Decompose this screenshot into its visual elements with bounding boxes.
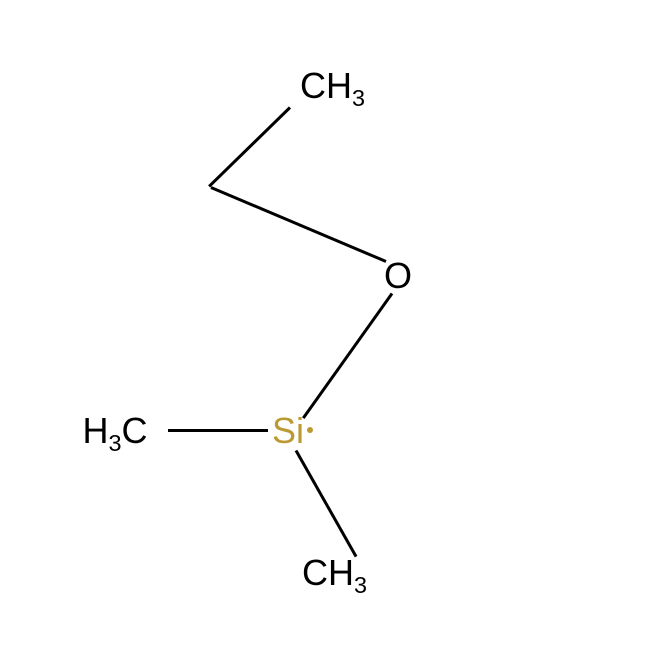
bond-2 (302, 292, 393, 419)
atom-o: O (384, 255, 412, 297)
bond-4 (295, 449, 358, 556)
bond-3 (168, 429, 268, 432)
atom-si: Si (272, 410, 304, 452)
chemical-structure: CH3 O Si H3C CH3 (0, 0, 650, 650)
bond-0 (208, 106, 291, 187)
atom-h3c_left: H3C (82, 410, 147, 452)
radical-dot (307, 427, 313, 433)
bond-1 (210, 186, 386, 263)
atom-ch3_top: CH3 (300, 65, 365, 107)
atom-ch3_bottom: CH3 (302, 552, 367, 594)
